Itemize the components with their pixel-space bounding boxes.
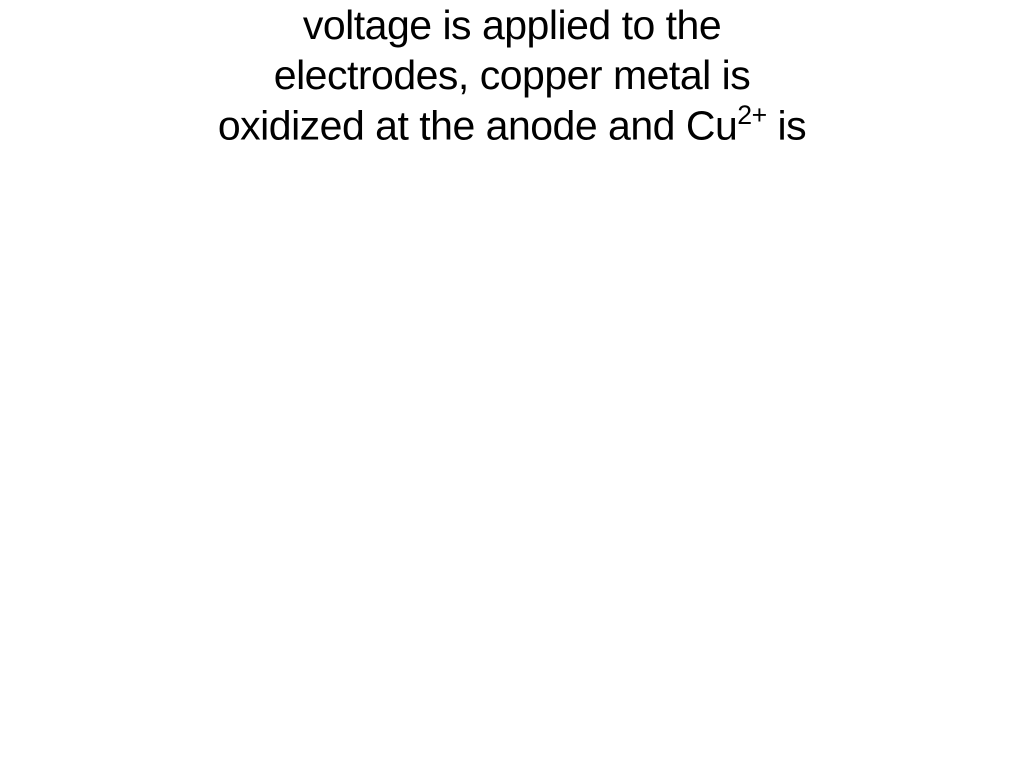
text-line-3-part-1: oxidized at the anode and Cu <box>218 103 737 149</box>
slide-paragraph: voltage is applied to the electrodes, co… <box>0 0 1024 151</box>
text-line-1: voltage is applied to the <box>303 2 721 48</box>
superscript-charge: 2+ <box>737 100 766 130</box>
text-line-3-part-2: is <box>767 103 807 149</box>
text-line-2: electrodes, copper metal is <box>274 52 750 98</box>
